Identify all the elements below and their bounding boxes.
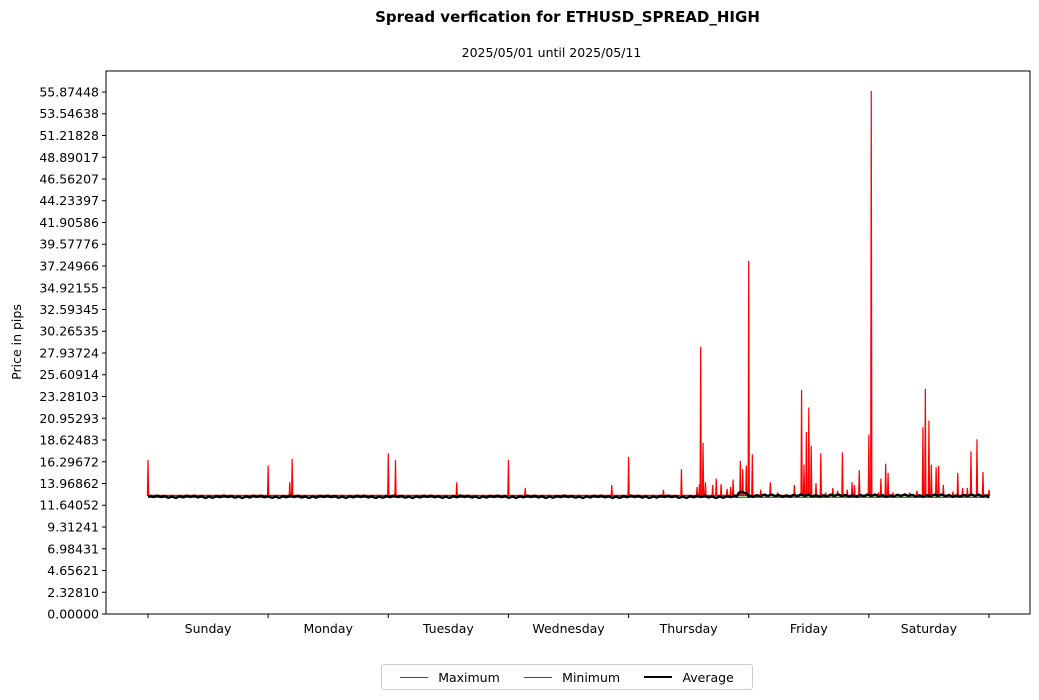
x-tick-label-5: Friday bbox=[790, 621, 828, 636]
legend-item-average: Average bbox=[644, 669, 734, 685]
y-tick-label-15: 34.92155 bbox=[39, 280, 99, 295]
x-axis: Sunday Monday Tuesday Wednesday Thursday Frid… bbox=[147, 614, 990, 636]
x-tick-label-2: Tuesday bbox=[422, 621, 474, 636]
y-tick-label-8: 18.62483 bbox=[39, 432, 99, 447]
series-line-average bbox=[147, 490, 990, 500]
x-tick-label-3: Wednesday bbox=[532, 621, 605, 636]
y-tick-label-10: 23.28103 bbox=[39, 389, 99, 404]
legend-item-maximum: Maximum bbox=[400, 670, 500, 685]
chart-title: Spread verfication for ETHUSD_SPREAD_HIG… bbox=[375, 8, 760, 26]
y-axis: 0.00000 2.32810 4.65621 6.98431 9.31241 11.64… bbox=[39, 85, 106, 622]
x-tick-label-1: Monday bbox=[304, 621, 354, 636]
y-tick-label-6: 13.96862 bbox=[39, 476, 99, 491]
y-tick-label-22: 51.21828 bbox=[39, 128, 99, 143]
y-tick-label-19: 44.23397 bbox=[39, 193, 99, 208]
y-tick-label-23: 53.54638 bbox=[39, 106, 99, 121]
y-tick-label-2: 4.65621 bbox=[47, 563, 99, 578]
y-axis-label: Price in pips bbox=[9, 304, 24, 380]
x-tick-label-6: Saturday bbox=[901, 621, 958, 636]
y-tick-label-5: 11.64052 bbox=[39, 498, 99, 513]
y-tick-label-20: 46.56207 bbox=[39, 171, 99, 186]
x-tick-label-4: Thursday bbox=[659, 621, 719, 636]
legend-label-average: Average bbox=[682, 669, 734, 685]
y-tick-label-4: 9.31241 bbox=[47, 520, 99, 535]
legend-swatch-maximum bbox=[400, 676, 429, 678]
legend-label-minimum: Minimum bbox=[562, 669, 621, 685]
y-tick-label-21: 48.89017 bbox=[39, 150, 99, 165]
legend: Maximum Minimum Average bbox=[381, 664, 753, 690]
y-tick-label-9: 20.95293 bbox=[39, 411, 99, 426]
legend-item-minimum: Minimum bbox=[524, 670, 620, 685]
y-tick-label-17: 39.57776 bbox=[39, 237, 99, 252]
y-tick-label-14: 32.59345 bbox=[39, 302, 99, 317]
chart-subtitle: 2025/05/01 until 2025/05/11 bbox=[461, 45, 642, 60]
y-tick-label-7: 16.29672 bbox=[39, 454, 99, 469]
legend-swatch-average bbox=[644, 676, 673, 678]
series-layer bbox=[146, 90, 991, 500]
y-tick-label-0: 0.00000 bbox=[47, 607, 99, 622]
y-tick-label-12: 27.93724 bbox=[39, 346, 99, 361]
y-tick-label-24: 55.87448 bbox=[39, 85, 99, 100]
y-tick-label-11: 25.60914 bbox=[39, 367, 99, 382]
legend-swatch-minimum bbox=[524, 676, 553, 678]
y-tick-label-1: 2.32810 bbox=[47, 585, 99, 600]
legend-label-maximum: Maximum bbox=[438, 669, 500, 685]
y-tick-label-3: 6.98431 bbox=[47, 541, 99, 556]
y-tick-label-16: 37.24966 bbox=[39, 258, 99, 273]
y-tick-label-18: 41.90586 bbox=[39, 215, 99, 230]
y-tick-label-13: 30.26535 bbox=[39, 324, 99, 339]
plot-frame bbox=[105, 70, 1031, 615]
x-tick-label-0: Sunday bbox=[185, 621, 232, 636]
